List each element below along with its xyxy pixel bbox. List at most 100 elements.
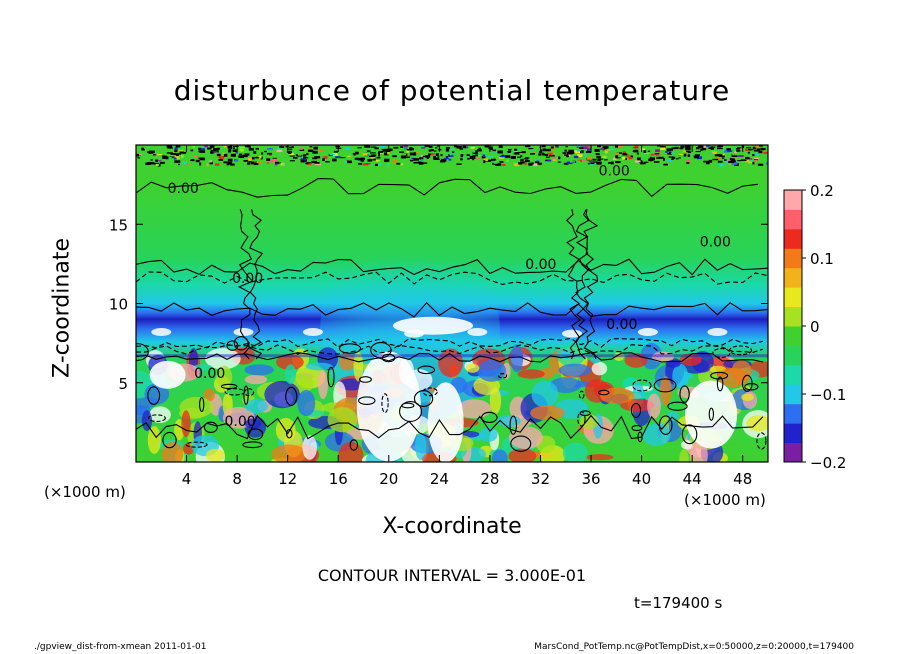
field-lens xyxy=(637,328,658,337)
noise-cell xyxy=(524,157,529,160)
noise-cell xyxy=(726,148,731,151)
noise-cell xyxy=(730,160,736,163)
noise-cell xyxy=(199,150,206,153)
contour-line xyxy=(136,344,764,355)
noise-cell xyxy=(449,148,455,151)
noise-cell xyxy=(288,153,294,155)
field-plume xyxy=(427,382,464,462)
noise-cell xyxy=(497,150,503,154)
noise-cell xyxy=(513,150,518,154)
noise-cell xyxy=(251,157,255,160)
noise-cell xyxy=(753,150,759,152)
x-tick-label: 8 xyxy=(232,470,242,488)
noise-cell xyxy=(513,163,520,167)
field-cell xyxy=(531,380,559,408)
noise-cell xyxy=(670,145,675,148)
noise-cell xyxy=(257,161,262,164)
field-lens xyxy=(707,328,728,337)
contour-blob xyxy=(578,390,585,400)
noise-cell xyxy=(244,153,250,156)
noise-cell xyxy=(165,156,169,160)
noise-cell xyxy=(729,157,733,161)
noise-cell xyxy=(440,153,443,157)
noise-cell xyxy=(501,163,506,166)
noise-cell xyxy=(137,153,142,156)
noise-cell xyxy=(655,149,660,153)
contour-blob xyxy=(185,441,208,448)
noise-cell xyxy=(230,153,236,157)
noise-cell xyxy=(546,159,552,162)
noise-cell xyxy=(613,157,617,160)
noise-cell xyxy=(212,148,219,151)
noise-cell xyxy=(242,154,248,158)
noise-cell xyxy=(657,145,661,147)
noise-cell xyxy=(367,158,373,162)
noise-cell xyxy=(655,155,660,157)
noise-cell xyxy=(169,156,172,160)
noise-cell xyxy=(651,157,655,161)
noise-cell xyxy=(250,161,255,165)
y-axis-label: Z-coordinate xyxy=(49,238,75,378)
noise-cell xyxy=(653,161,660,163)
noise-cell xyxy=(216,153,221,157)
noise-cell xyxy=(353,153,356,156)
noise-cell xyxy=(562,152,567,155)
contour-line xyxy=(248,209,264,360)
noise-cell xyxy=(454,145,457,148)
noise-cell xyxy=(467,157,470,160)
noise-cell xyxy=(514,148,518,151)
noise-cell xyxy=(633,149,639,153)
noise-cell xyxy=(175,153,179,156)
noise-cell xyxy=(622,152,627,156)
noise-cell xyxy=(218,159,224,161)
noise-cell xyxy=(585,151,592,153)
noise-cell xyxy=(528,148,534,150)
noise-cell xyxy=(737,160,741,162)
noise-cell xyxy=(604,150,608,154)
field-cell xyxy=(353,351,364,382)
noise-cell xyxy=(161,155,166,157)
field-detail xyxy=(136,145,768,462)
noise-cell xyxy=(141,148,146,151)
noise-cell xyxy=(714,154,721,157)
noise-cell xyxy=(638,161,643,164)
noise-cell xyxy=(694,154,700,156)
noise-cell xyxy=(729,158,735,161)
noise-cell xyxy=(421,147,426,149)
noise-cell xyxy=(736,150,741,152)
field-cell xyxy=(647,393,661,419)
noise-cell xyxy=(306,152,309,155)
contour-blob xyxy=(417,365,435,375)
noise-cell xyxy=(137,157,141,159)
noise-cell xyxy=(354,151,359,155)
noise-cell xyxy=(716,147,723,150)
noise-cell xyxy=(493,162,498,164)
field-cell xyxy=(508,448,537,462)
field-lens xyxy=(562,329,583,338)
noise-cell xyxy=(307,149,314,152)
noise-cell xyxy=(332,153,338,156)
noise-cell xyxy=(524,162,527,166)
colorbar-swatch xyxy=(784,248,802,269)
noise-cell xyxy=(728,163,732,165)
noise-cell xyxy=(679,147,684,150)
noise-cell xyxy=(671,152,675,154)
noise-cell xyxy=(228,148,232,152)
noise-cell xyxy=(155,164,159,166)
contour-line xyxy=(136,302,768,318)
noise-cell xyxy=(632,146,639,149)
noise-cell xyxy=(731,154,738,158)
noise-cell xyxy=(312,157,318,160)
noise-cell xyxy=(647,150,651,152)
noise-cell xyxy=(420,158,424,161)
noise-cell xyxy=(590,161,595,165)
noise-cell xyxy=(462,145,467,149)
noise-cell xyxy=(754,157,759,160)
noise-cell xyxy=(663,157,666,161)
noise-cell xyxy=(553,159,557,162)
noise-cell xyxy=(368,155,372,158)
noise-cell xyxy=(288,151,292,155)
contour-blob xyxy=(148,414,166,422)
noise-cell xyxy=(263,150,267,153)
